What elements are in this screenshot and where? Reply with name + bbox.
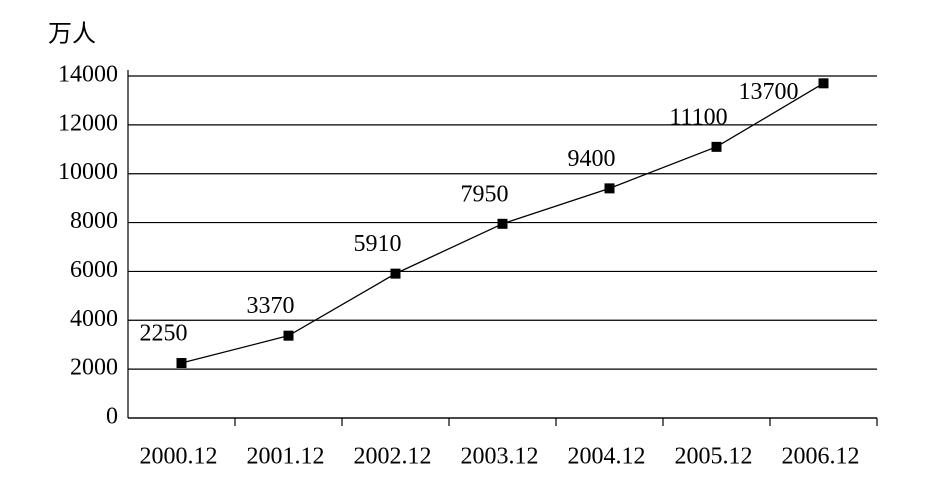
x-tick-label: 2000.12 (140, 444, 218, 470)
marker (283, 330, 294, 341)
marker (497, 218, 508, 229)
y-tick-label: 4000 (70, 306, 118, 332)
marker (711, 141, 722, 152)
marker (390, 268, 401, 279)
value-label: 3370 (247, 293, 295, 319)
value-label: 7950 (461, 181, 509, 207)
y-tick-label: 6000 (70, 257, 118, 283)
x-tick-label: 2002.12 (354, 444, 432, 470)
y-tick-label: 2000 (70, 355, 118, 381)
marker (818, 78, 829, 89)
x-tick-label: 2006.12 (782, 444, 860, 470)
x-tick-label: 2004.12 (568, 444, 646, 470)
y-tick-label: 12000 (58, 110, 118, 136)
x-tick-label: 2001.12 (247, 444, 325, 470)
value-label: 13700 (739, 79, 799, 105)
value-label: 2250 (140, 321, 188, 347)
marker (604, 183, 615, 194)
x-tick-label: 2005.12 (675, 444, 753, 470)
value-label: 11100 (669, 104, 727, 130)
x-tick-label: 2003.12 (461, 444, 539, 470)
y-tick-label: 8000 (70, 208, 118, 234)
y-tick-label: 0 (106, 404, 118, 430)
y-tick-label: 10000 (58, 159, 118, 185)
y-tick-label: 14000 (58, 62, 118, 88)
value-label: 9400 (568, 146, 616, 172)
marker (176, 358, 187, 369)
value-label: 5910 (354, 231, 402, 257)
y-axis-label: 万人 (48, 22, 96, 48)
